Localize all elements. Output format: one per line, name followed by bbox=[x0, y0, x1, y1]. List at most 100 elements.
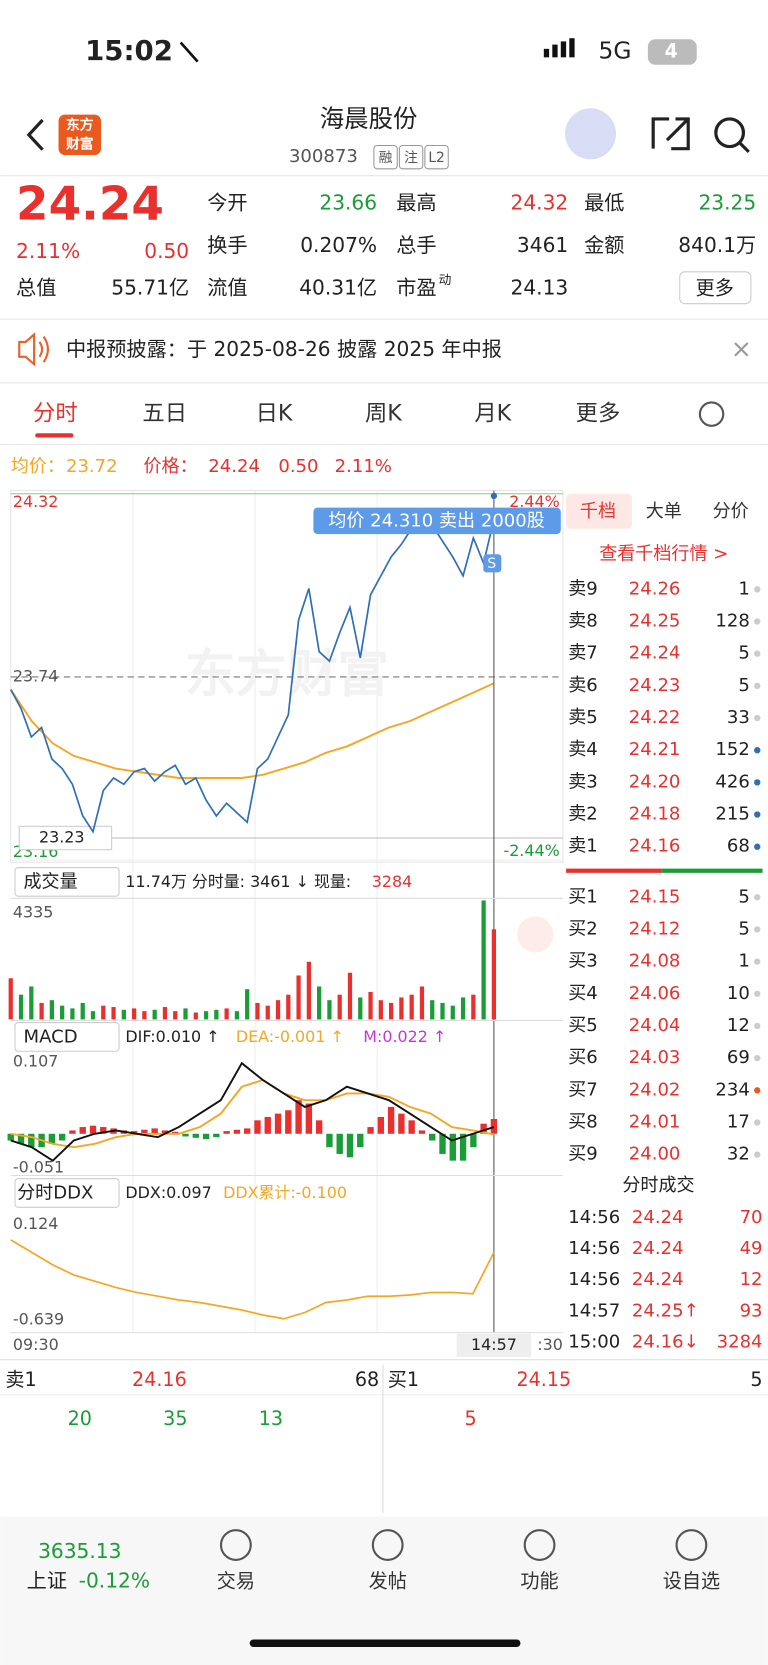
x-tick-label: :30 bbox=[537, 1335, 563, 1354]
level-price: 24.26 bbox=[629, 578, 681, 599]
macd-bar bbox=[48, 1133, 56, 1144]
macd-bar bbox=[285, 1110, 292, 1134]
badge-box bbox=[373, 144, 398, 170]
book-link: 查看千档行情 > bbox=[599, 543, 728, 564]
logo-text: 财富 bbox=[66, 135, 94, 152]
expand-button[interactable] bbox=[517, 916, 554, 953]
trades-title: 分时成交 bbox=[622, 1175, 694, 1196]
level-price: 24.00 bbox=[629, 1144, 681, 1165]
tab-underline bbox=[35, 433, 74, 438]
field-value: 23.66 bbox=[319, 190, 377, 214]
volume-bar bbox=[162, 1007, 168, 1020]
more-button[interactable] bbox=[679, 271, 752, 305]
indicator-select[interactable] bbox=[14, 867, 120, 897]
macd-bar bbox=[17, 1133, 25, 1144]
y-tick-label: 0.124 bbox=[13, 1214, 59, 1233]
macd-bar bbox=[470, 1133, 477, 1148]
queue-item: 5 bbox=[464, 1407, 476, 1430]
volume-bar bbox=[224, 1008, 229, 1020]
level-volume: 215 bbox=[715, 804, 749, 825]
search-icon[interactable] bbox=[714, 117, 746, 149]
low-box bbox=[18, 825, 113, 851]
macd-bar bbox=[233, 1129, 241, 1134]
macd-bar bbox=[244, 1128, 251, 1134]
macd-bar bbox=[490, 1118, 498, 1134]
macd-bar bbox=[274, 1113, 282, 1134]
volume-bar bbox=[275, 1000, 281, 1020]
status-icons bbox=[0, 38, 768, 1665]
volume-bar bbox=[296, 975, 301, 1020]
dea-line bbox=[10, 1078, 495, 1149]
level-volume: 69 bbox=[727, 1047, 750, 1068]
y-tick-label: 23.74 bbox=[13, 666, 59, 685]
tab: 分时 bbox=[33, 401, 78, 427]
more-button-text: 更多 bbox=[696, 276, 734, 299]
mute-icon bbox=[179, 41, 199, 63]
dea-label: DEA:-0.001 ↑ bbox=[236, 1027, 344, 1046]
close-icon[interactable] bbox=[734, 342, 749, 357]
logo-text: 东方 bbox=[66, 116, 94, 133]
macd-bar bbox=[141, 1129, 148, 1134]
badge-box bbox=[398, 144, 424, 170]
bid-bar bbox=[661, 868, 763, 873]
volume-bar bbox=[193, 1012, 198, 1020]
level-volume: 1 bbox=[738, 951, 749, 972]
nav-item[interactable]: 交易 bbox=[217, 1570, 255, 1593]
ask-label: 卖1 bbox=[5, 1368, 36, 1391]
tooltip-bg bbox=[313, 507, 561, 535]
nav-item[interactable]: 设自选 bbox=[663, 1570, 720, 1593]
volume-bar bbox=[378, 1000, 383, 1020]
macd-bar bbox=[449, 1133, 456, 1161]
tab: 月K bbox=[474, 401, 512, 427]
indicator-select[interactable] bbox=[14, 1178, 120, 1208]
volume-bar bbox=[49, 1000, 54, 1020]
nav-icon bbox=[219, 1529, 252, 1561]
trade-volume: 3284 bbox=[717, 1331, 763, 1352]
volume-bar bbox=[337, 994, 342, 1020]
macd-bar bbox=[7, 1133, 14, 1141]
volume-bar bbox=[8, 978, 13, 1020]
macd-bar bbox=[367, 1127, 374, 1134]
level-label: 卖1 bbox=[568, 836, 598, 857]
volume-bar bbox=[255, 1002, 260, 1020]
indicator-select[interactable] bbox=[14, 1022, 120, 1052]
macd-bar bbox=[69, 1130, 76, 1134]
field-value: 0.207% bbox=[300, 233, 377, 257]
signal bbox=[569, 38, 575, 58]
volume-bar bbox=[142, 1011, 147, 1020]
field-value: 24.32 bbox=[511, 190, 569, 214]
cursor-time: 14:57 bbox=[471, 1335, 517, 1354]
badge: 注 bbox=[404, 150, 418, 166]
macd-bar bbox=[377, 1116, 385, 1134]
change-pct: 2.11% bbox=[335, 456, 392, 477]
tab: 更多 bbox=[576, 401, 621, 427]
nav-item[interactable]: 发帖 bbox=[369, 1570, 407, 1593]
avatar[interactable] bbox=[565, 108, 617, 160]
macd-bar bbox=[418, 1130, 426, 1134]
low-label: 23.23 bbox=[39, 828, 85, 847]
volume-bar bbox=[358, 997, 363, 1020]
tab: 五日 bbox=[142, 401, 187, 427]
level-label: 卖3 bbox=[568, 771, 598, 792]
trade-price: 24.16↓ bbox=[632, 1331, 699, 1352]
divider bbox=[0, 318, 768, 320]
divider bbox=[0, 1359, 768, 1361]
macd-bar bbox=[28, 1133, 35, 1148]
tooltip: 均价 24.310 卖出 2000股 bbox=[328, 510, 545, 531]
macd-bar bbox=[79, 1127, 86, 1134]
field-value: 3461 bbox=[517, 233, 568, 257]
change-pct: 2.11% bbox=[16, 239, 80, 263]
trade-volume: 49 bbox=[740, 1238, 763, 1259]
macd-bar bbox=[161, 1130, 169, 1134]
level-volume: 17 bbox=[727, 1111, 750, 1132]
level-label: 买8 bbox=[568, 1111, 598, 1132]
back-icon[interactable] bbox=[26, 118, 44, 151]
level-label: 卖2 bbox=[568, 804, 598, 825]
share-icon[interactable] bbox=[651, 117, 690, 151]
settings-icon[interactable] bbox=[698, 401, 725, 427]
level-price: 24.21 bbox=[629, 739, 681, 760]
nav-item[interactable]: 功能 bbox=[520, 1570, 558, 1593]
badge: L2 bbox=[428, 150, 444, 166]
field-label: 最低 bbox=[584, 190, 624, 214]
